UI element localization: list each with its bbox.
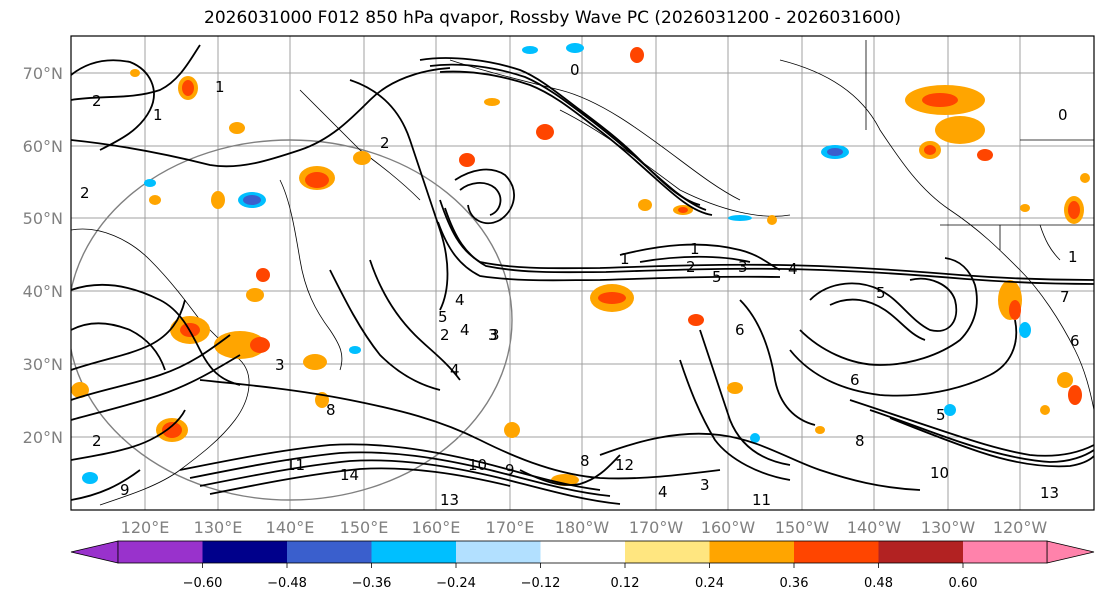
colorbar-label: 0.60 <box>949 576 978 591</box>
contour-lines <box>71 44 1094 505</box>
contour-label: 5 <box>712 268 722 286</box>
contour-label: 4 <box>460 321 470 339</box>
colorbar-label: 0.48 <box>864 576 893 591</box>
contour-label: 5 <box>876 284 886 302</box>
contour-label: 8 <box>326 401 336 419</box>
lon-label: 120°E <box>121 518 170 537</box>
latitude-labels: 70°N 60°N 50°N 40°N 30°N 20°N <box>23 64 63 447</box>
contour-label: 13 <box>1040 484 1059 502</box>
contour-label: 1 <box>153 106 163 124</box>
contour-label: 12 <box>615 456 634 474</box>
contour-label: 0 <box>570 61 580 79</box>
colorbar-segment <box>709 541 794 563</box>
colorbar-segment <box>963 541 1047 563</box>
contour-label: 4 <box>788 260 798 278</box>
map-border <box>70 35 1095 511</box>
contour-label: 11 <box>752 491 771 509</box>
contour-labels: 2 1 2 0 1 2 3 4 5 4 3 2 1 0 5 4 3 2 6 8 … <box>80 61 1080 509</box>
colorbar-label: −0.12 <box>521 576 561 591</box>
colorbar-label: 0.36 <box>780 576 809 591</box>
contour-label: 13 <box>440 491 459 509</box>
contour-label: 4 <box>658 483 668 501</box>
colorbar-segment <box>878 541 963 563</box>
contour-label: 10 <box>930 464 949 482</box>
contour-label: 8 <box>855 432 865 450</box>
colorbar-label: −0.48 <box>267 576 307 591</box>
map-title: 2026031000 F012 850 hPa qvapor, Rossby W… <box>204 8 901 28</box>
contour-label: 3 <box>490 326 500 344</box>
colorbar-extend-right <box>1046 540 1095 564</box>
colorbar-extend-left <box>70 540 119 564</box>
lon-label: 120°W <box>993 518 1048 537</box>
colorbar-label: 0.12 <box>611 576 640 591</box>
lon-label: 160°W <box>701 518 756 537</box>
colorbar-label: −0.60 <box>183 576 223 591</box>
contour-label: 14 <box>340 466 359 484</box>
contour-label: 8 <box>580 452 590 470</box>
colorbar-label: −0.24 <box>436 576 476 591</box>
contour-label: 6 <box>1070 332 1080 350</box>
lon-label: 130°E <box>194 518 243 537</box>
lat-label: 40°N <box>23 282 63 301</box>
colorbar-segment <box>287 541 372 563</box>
lon-label: 170°E <box>486 518 535 537</box>
contour-label: 4 <box>455 291 465 309</box>
lat-label: 30°N <box>23 355 63 374</box>
lon-label: 140°E <box>266 518 315 537</box>
colorbar-segment <box>540 541 625 563</box>
contour-label: 1 <box>620 250 630 268</box>
contour-label: 9 <box>505 461 515 479</box>
graticule <box>71 36 1094 510</box>
colorbar: −0.60 −0.48 −0.36 −0.24 −0.12 0.12 0.24 … <box>70 540 1095 591</box>
contour-label: 1 <box>690 240 700 258</box>
contour-label: 4 <box>450 361 460 379</box>
colorbar-ticks <box>202 563 964 568</box>
coastlines <box>71 40 1094 506</box>
contour-label: 10 <box>468 456 487 474</box>
colorbar-segment <box>794 541 879 563</box>
lat-label: 60°N <box>23 137 63 156</box>
contour-label: 3 <box>275 356 285 374</box>
contour-label: 11 <box>286 456 305 474</box>
qvapor-shading <box>71 43 1090 486</box>
contour-label: 3 <box>738 258 748 276</box>
contour-label: 7 <box>1060 288 1070 306</box>
lon-label: 170°W <box>629 518 684 537</box>
contour-label: 9 <box>120 481 130 499</box>
contour-label: 6 <box>850 371 860 389</box>
colorbar-segment <box>371 541 456 563</box>
lon-label: 150°E <box>340 518 389 537</box>
contour-label: 1 <box>215 78 225 96</box>
colorbar-label: 0.24 <box>695 576 724 591</box>
contour-label: 0 <box>1058 106 1068 124</box>
contour-label: 2 <box>380 134 390 152</box>
lon-label: 150°W <box>775 518 830 537</box>
contour-label: 2 <box>686 258 696 276</box>
contour-label: 5 <box>438 308 448 326</box>
colorbar-segment <box>625 541 710 563</box>
lon-label: 140°W <box>847 518 902 537</box>
lat-label: 70°N <box>23 64 63 83</box>
contour-label: 3 <box>488 326 498 344</box>
colorbar-label: −0.36 <box>352 576 392 591</box>
colorbar-segment <box>118 541 203 563</box>
contour-label: 3 <box>700 476 710 494</box>
contour-label: 2 <box>80 184 90 202</box>
contour-label: 1 <box>1068 248 1078 266</box>
contour-label: 2 <box>440 326 450 344</box>
lat-label: 20°N <box>23 428 63 447</box>
contour-label: 2 <box>92 432 102 450</box>
contour-label: 5 <box>936 406 946 424</box>
great-circle <box>71 139 513 501</box>
longitude-labels: 120°E 130°E 140°E 150°E 160°E 170°E 180°… <box>121 518 1048 537</box>
lon-label: 160°E <box>412 518 461 537</box>
lon-label: 130°W <box>921 518 976 537</box>
colorbar-segment <box>456 541 541 563</box>
lat-label: 50°N <box>23 209 63 228</box>
colorbar-segment <box>202 541 287 563</box>
contour-label: 6 <box>735 321 745 339</box>
lon-label: 180°W <box>555 518 610 537</box>
contour-label: 2 <box>92 92 102 110</box>
